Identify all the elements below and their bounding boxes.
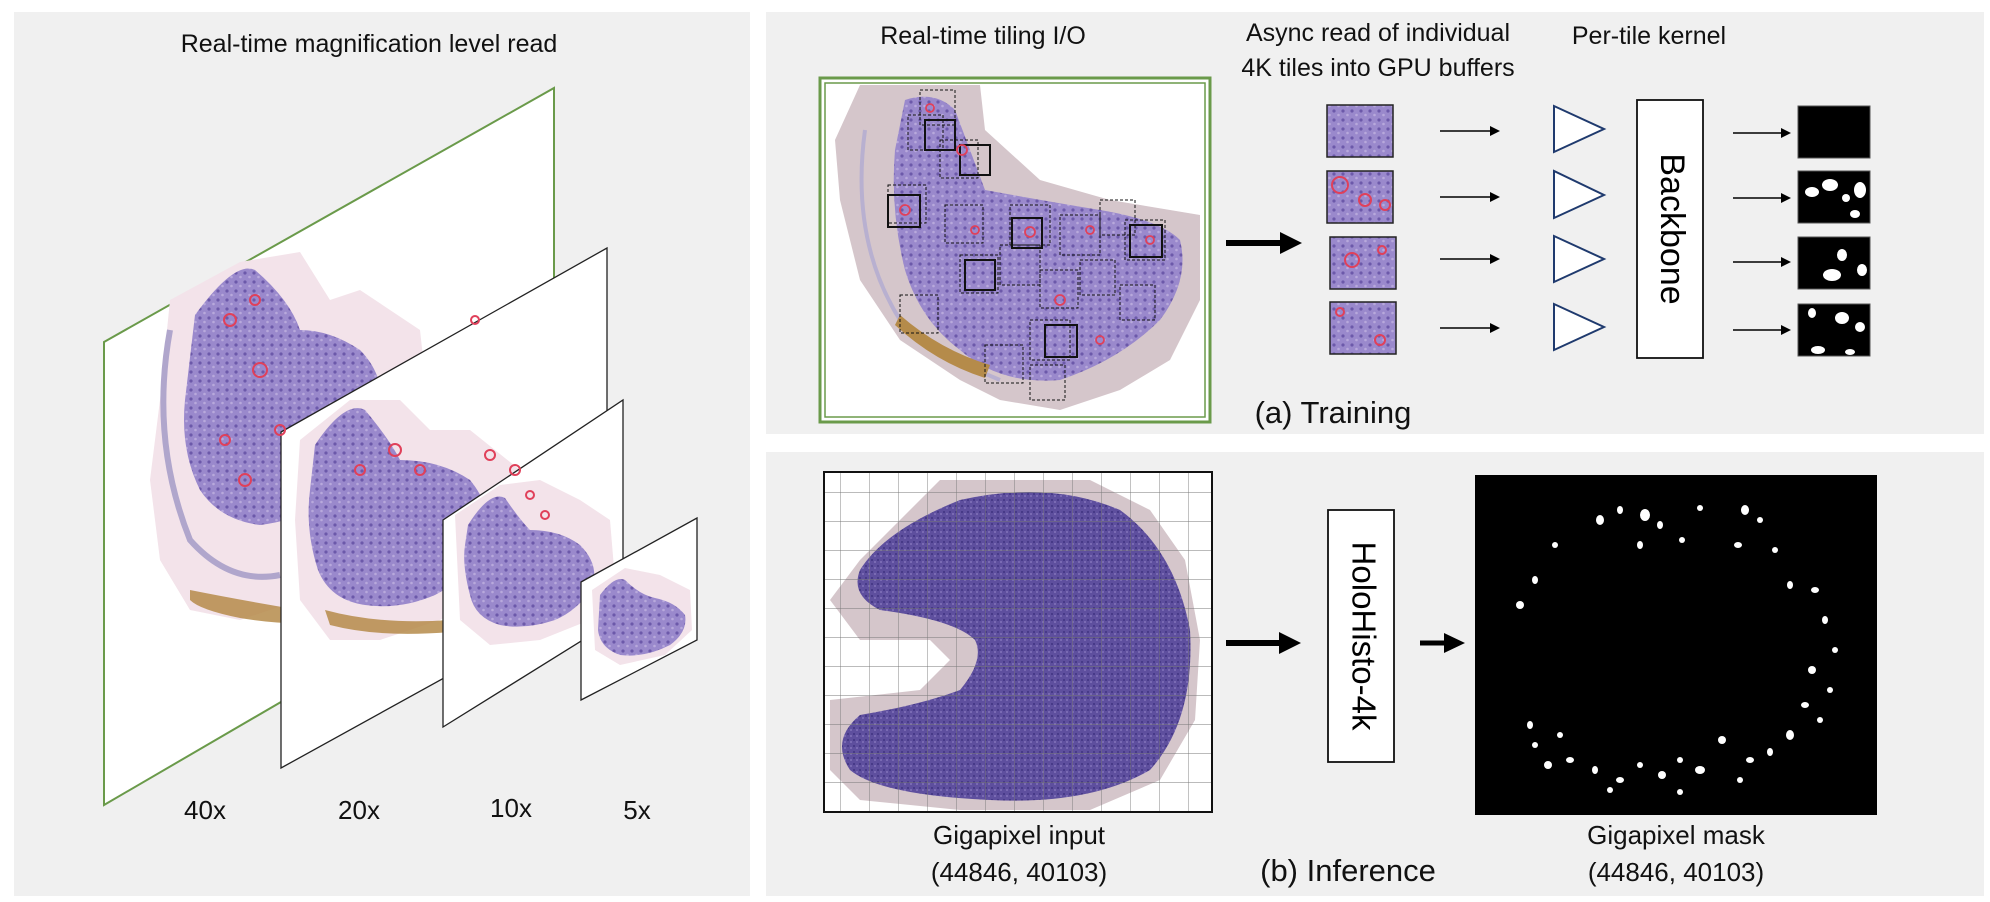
fat-band-thumb: [895, 315, 990, 378]
level-label-5x: 5x: [623, 795, 651, 825]
nuclei-marks-left: [219, 294, 550, 520]
tissue-thumb: [893, 96, 1183, 381]
tile-masks: [1797, 105, 1871, 357]
backbone-box: [1636, 99, 1704, 359]
input-dims: (44846, 40103): [930, 857, 1108, 887]
arrow-to-model: [1226, 632, 1301, 654]
inference-caption: (b) Inference: [1260, 853, 1436, 888]
gigapixel-mask-image: [1475, 475, 1877, 815]
tiling-title: Real-time tiling I/O: [880, 22, 1086, 50]
tissue-5x: [598, 579, 686, 656]
mask-label: Gigapixel mask: [1587, 820, 1765, 850]
tiling-thumbnail: [818, 76, 1212, 424]
mask-dims: (44846, 40103): [1587, 857, 1765, 887]
tissue-rim-40x: [160, 329, 281, 580]
tile-thumbnails: [1326, 104, 1397, 355]
level-label-40x: 40x: [184, 795, 226, 825]
kernel-triangles: [1553, 104, 1607, 352]
arrow-to-tiles: [1226, 232, 1302, 254]
arrow-to-mask: [1420, 633, 1465, 653]
backbone-label: Backbone: [1653, 153, 1691, 304]
async-title-line2: 4K tiles into GPU buffers: [1241, 54, 1515, 82]
level-label-10x: 10x: [490, 793, 532, 823]
magnification-title: Real-time magnification level read: [180, 30, 558, 58]
tissue-10x: [464, 496, 595, 627]
async-title-line1: Async read of individual: [1245, 19, 1511, 47]
dashed-tile-boxes: [887, 89, 1166, 401]
input-label: Gigapixel input: [933, 820, 1105, 850]
backbone-to-mask-arrows: [1733, 128, 1791, 335]
tile-to-kernel-arrows: [1440, 126, 1500, 333]
gigapixel-input-image: [823, 471, 1213, 813]
slide-5x: [580, 516, 698, 702]
level-label-20x: 20x: [338, 795, 380, 825]
slide-10x: [442, 398, 624, 729]
training-caption: (a) Training: [1254, 395, 1412, 430]
nuclei-marks-thumb: [899, 103, 1155, 345]
solid-tile-boxes: [887, 119, 1163, 358]
model-label: HoloHisto-4k: [1345, 542, 1382, 731]
kernel-title: Per-tile kernel: [1571, 22, 1727, 50]
model-box: [1327, 509, 1395, 763]
